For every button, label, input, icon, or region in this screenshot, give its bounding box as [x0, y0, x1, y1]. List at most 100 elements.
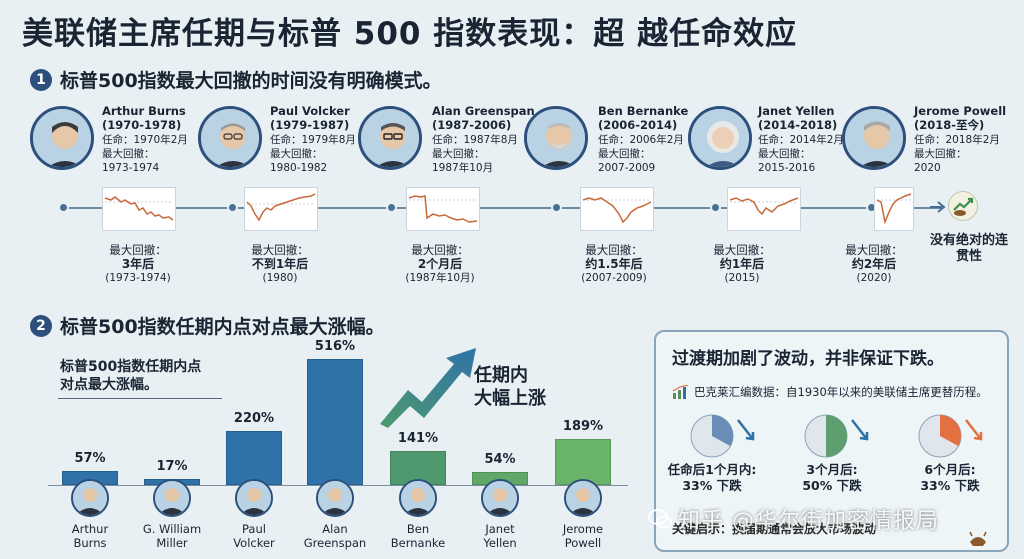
- bar-category-label: Arthur Burns: [71, 522, 109, 550]
- chair-years: (1970-1978): [102, 118, 182, 132]
- bar-portrait: [71, 479, 109, 517]
- bar-portrait: [235, 479, 273, 517]
- bar-2: [226, 431, 282, 485]
- chair-dd-period: 2007-2009: [598, 162, 656, 174]
- bar-value-label: 57%: [74, 451, 106, 467]
- bar-category-label: Alan Greenspan: [303, 522, 367, 550]
- drawdown-timing-volcker: 最大回撤： 不到1年后 (1980): [251, 243, 309, 284]
- bull-bear-icon: [948, 191, 978, 221]
- section-1-number: 1: [30, 68, 52, 91]
- drawdown-minichart-burns: [102, 187, 176, 231]
- chair-dd-label: 最大回撤：: [270, 148, 323, 160]
- bar-portrait: [564, 479, 602, 517]
- pie-1-month: [690, 414, 755, 458]
- section-1-heading: 1 标普500指数最大回撤的时间没有明确模式。: [30, 66, 442, 93]
- bull-corner-icon: [969, 531, 987, 546]
- bar-portrait: [481, 479, 519, 517]
- transition-volatility-panel: 过渡期加剧了波动，并非保证下跌。 巴克莱汇编数据：自1930年以来的美联储主席更…: [654, 330, 1009, 552]
- bar-category-label: Janet Yellen: [483, 522, 517, 550]
- watermark: 知乎 @华尔街加密情报局: [648, 503, 939, 535]
- chair-name: Arthur Burns: [102, 104, 186, 118]
- bar-category-label: G. William Miller: [142, 522, 202, 550]
- chair-name: Jerome Powell: [914, 104, 1007, 118]
- chair-dd-period: 2020: [914, 162, 941, 174]
- bar-value-label: 54%: [484, 451, 516, 467]
- chair-dd-period: 2015-2016: [758, 162, 816, 174]
- timeline-node: [227, 202, 238, 213]
- drawdown-minichart-bernanke: [580, 187, 654, 231]
- chair-years: (1987-2006): [432, 118, 512, 132]
- wechat-icon: [648, 509, 672, 529]
- bar-chart-label: 标普500指数任期内点对点最大涨幅。: [60, 359, 202, 393]
- timeline-node: [710, 202, 721, 213]
- drawdown-timing-powell: 最大回撤： 约2年后 (2020): [845, 243, 903, 284]
- drawdown-minichart-powell: [874, 187, 914, 231]
- portrait-ben-bernanke: [524, 106, 588, 170]
- portrait-paul-volcker: [198, 106, 262, 170]
- drawdown-timing-yellen: 最大回撤： 约1年后 (2015): [713, 243, 771, 284]
- bar-chart-icon: [672, 385, 689, 399]
- section-1-heading-text: 标普500指数最大回撤的时间没有明确模式。: [60, 70, 442, 92]
- bar-value-label: 220%: [233, 411, 275, 427]
- panel-title: 过渡期加剧了波动，并非保证下跌。: [672, 349, 944, 369]
- chair-dd-label: 最大回撤：: [102, 148, 155, 160]
- panel-source: 巴克莱汇编数据：自1930年以来的美联储主席更替历程。: [672, 384, 988, 400]
- timeline-line: [62, 207, 942, 209]
- down-arrow-icon: [737, 419, 755, 441]
- down-arrow-icon: [965, 419, 983, 441]
- chair-name: Janet Yellen: [758, 104, 835, 118]
- pie-slice: [712, 415, 733, 447]
- timeline-node: [386, 202, 397, 213]
- bar-value-label: 516%: [314, 339, 356, 354]
- pie-label-1-month: 任命后1个月内: 33% 下跌: [667, 462, 757, 493]
- portrait-arthur-burns: [30, 106, 94, 170]
- drawdown-minichart-yellen: [727, 187, 801, 231]
- chair-appointed: 任命：2014年2月: [758, 134, 844, 146]
- chair-years: (1979-1987): [270, 118, 350, 132]
- bar-value-label: 141%: [397, 430, 439, 446]
- chair-years: (2018-至今): [914, 118, 985, 132]
- page-title: 美联储主席任期与标普 500 指数表现：超 越任命效应: [22, 16, 798, 52]
- bar-portrait: [153, 479, 191, 517]
- bar-category-label: Jerome Powell: [562, 522, 604, 550]
- bar-chart-label-rule: [58, 398, 222, 399]
- chair-dd-label: 最大回撤：: [758, 148, 811, 160]
- bar-category-label: Ben Bernanke: [390, 522, 446, 550]
- pie-slice: [826, 415, 847, 457]
- drawdown-minichart-greenspan: [406, 187, 480, 231]
- pie-6-month: [918, 414, 983, 458]
- pie-3-month: [804, 414, 869, 458]
- section-2-heading: 2 标普500指数任期内点对点最大涨幅。: [30, 312, 385, 339]
- drawdown-timing-bernanke: 最大回撤： 约1.5年后 (2007-2009): [581, 243, 647, 284]
- timeline-node: [551, 202, 562, 213]
- chair-appointed: 任命：1979年8月: [270, 134, 356, 146]
- chair-dd-label: 最大回撤：: [914, 148, 967, 160]
- chair-years: (2014-2018): [758, 118, 838, 132]
- chair-dd-period: 1987年10月: [432, 162, 494, 174]
- portrait-alan-greenspan: [358, 106, 422, 170]
- chair-dd-label: 最大回撤：: [432, 148, 485, 160]
- chair-dd-label: 最大回撤：: [598, 148, 651, 160]
- section-2-heading-text: 标普500指数任期内点对点最大涨幅。: [60, 316, 385, 338]
- chair-appointed: 任命：1987年8月: [432, 134, 518, 146]
- bar-portrait: [316, 479, 354, 517]
- portrait-janet-yellen: [688, 106, 752, 170]
- drawdown-minichart-volcker: [244, 187, 318, 231]
- chair-appointed: 任命：2018年2月: [914, 134, 1000, 146]
- drawdown-timing-greenspan: 最大回撤： 2个月后 (1987年10月): [405, 243, 475, 284]
- bar-portrait: [399, 479, 437, 517]
- pie-label-3-month: 3个月后: 50% 下跌: [802, 462, 862, 493]
- chair-years: (2006-2014): [598, 118, 678, 132]
- surge-text: 任期内 大幅上涨: [474, 365, 546, 409]
- chair-dd-period: 1980-1982: [270, 162, 328, 174]
- chair-appointed: 任命：1970年2月: [102, 134, 188, 146]
- chair-name: Alan Greenspan: [432, 104, 535, 118]
- timeline-arrow-icon: [930, 201, 946, 213]
- pie-label-6-month: 6个月后: 33% 下跌: [920, 462, 980, 493]
- drawdown-timing-burns: 最大回撤： 3年后 (1973-1974): [105, 243, 171, 284]
- bar-value-label: 189%: [562, 418, 604, 434]
- chair-name: Ben Bernanke: [598, 104, 689, 118]
- chair-dd-period: 1973-1974: [102, 162, 160, 174]
- pie-slice: [940, 415, 961, 447]
- section-2-number: 2: [30, 314, 52, 337]
